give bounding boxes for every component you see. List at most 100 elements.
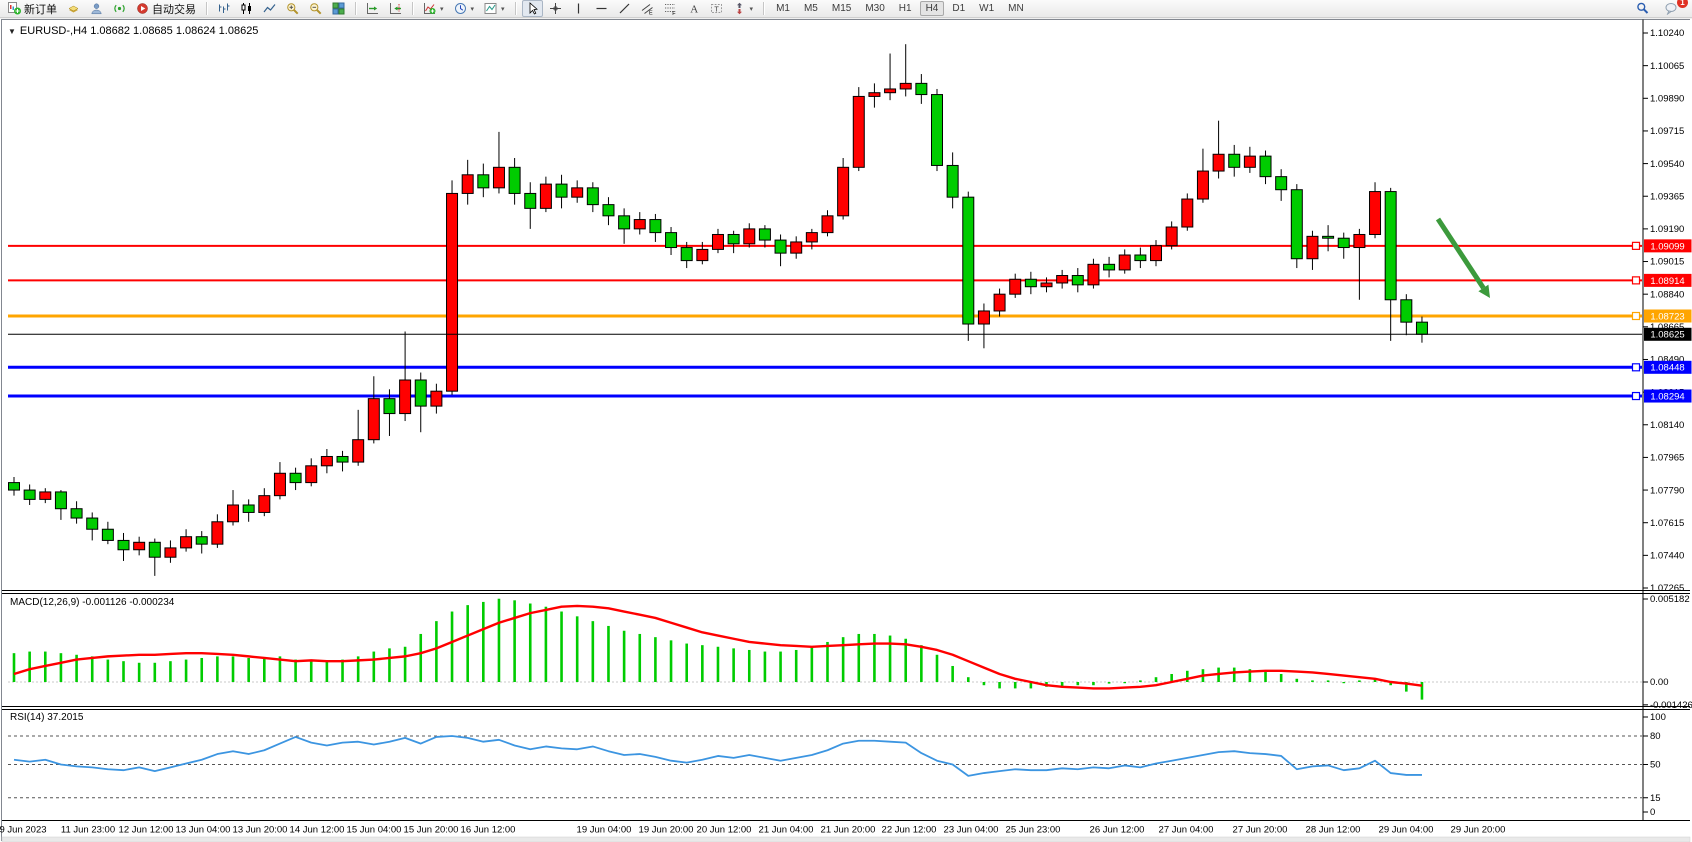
symbol-dropdown-icon[interactable]: ▼ [8,26,16,36]
macd-histogram-bar [763,651,767,682]
svg-text:29 Jun 20:00: 29 Jun 20:00 [1451,825,1506,836]
trendline-icon [619,3,629,14]
resistance-line-2-handle[interactable] [1631,276,1641,285]
macd-histogram-bar [278,656,282,682]
candle-body [23,489,36,500]
horizontal-scrollbar[interactable] [1,836,1691,842]
support-line-2-handle[interactable] [1631,391,1641,401]
candle-body [680,247,693,262]
templates-button[interactable]: ▾ [480,0,509,17]
macd-histogram-bar [12,653,16,682]
channel-button[interactable]: E [637,0,658,17]
macd-histogram-bar [935,654,939,682]
svg-text:16 Jun 12:00: 16 Jun 12:00 [461,825,516,836]
candle-body [133,541,146,551]
svg-text:13 Jun 04:00: 13 Jun 04:00 [176,825,231,836]
tile-windows-button[interactable] [328,0,349,17]
auto-scroll-button[interactable] [362,0,383,17]
candlestick-button[interactable] [236,0,257,17]
zoom-in-button[interactable] [282,0,303,17]
timeframe-h4-button[interactable]: H4 [919,1,945,16]
resistance-line-2-price-badge: 1.08914 [1644,273,1692,287]
svg-text:1.07265: 1.07265 [1650,583,1684,594]
periods-button[interactable]: ▾ [450,0,479,17]
macd-histogram-bar [966,677,970,682]
autotrading-icon [137,3,148,14]
candle-body [320,455,333,467]
timeframe-d1-button[interactable]: D1 [952,3,966,14]
svg-text:A: A [690,4,698,16]
trendline-button[interactable] [614,0,635,17]
timeframe-mn-button[interactable]: MN [1008,3,1024,14]
timeframe-m5-button[interactable]: M5 [803,3,818,14]
signals-button[interactable] [109,0,130,17]
svg-text:0.005182: 0.005182 [1650,594,1690,605]
macd-histogram-bar [247,657,250,682]
new-order-button[interactable]: 新订单 [4,0,61,19]
svg-text:15 Jun 20:00: 15 Jun 20:00 [404,825,459,836]
zoom-out-button[interactable] [305,0,326,17]
candle-body [1071,275,1084,286]
candle-body [148,541,161,558]
svg-text:11 Jun 23:00: 11 Jun 23:00 [61,825,115,836]
notifications-button[interactable]: 1 [1661,0,1688,17]
candle-body [1150,245,1163,262]
candle-body [180,536,193,549]
macd-histogram-bar [1170,673,1173,682]
text-button[interactable]: A [683,0,704,17]
indicators-button[interactable]: ▾ [419,0,448,17]
macd-histogram-bar [826,641,829,682]
crosshair-button[interactable] [545,0,566,17]
channel-icon: E [641,4,653,16]
macd-histogram-bar [435,621,438,682]
svg-text:1.08840: 1.08840 [1650,289,1684,300]
timeframe-m1-button[interactable]: M1 [776,3,790,14]
candle-body [805,232,818,243]
support-line-1-handle[interactable] [1631,363,1641,372]
svg-text:E: E [649,11,653,16]
candle-body [930,94,943,166]
label-button[interactable]: T [706,0,727,17]
macd-histogram-bar [1060,682,1064,687]
pivot-line-handle[interactable] [1631,311,1641,321]
time-axis[interactable]: 9 Jun 2023 11 Jun 23:00 12 Jun 12:00 13 Jun… [0,825,1505,836]
fibonacci-button[interactable]: F [660,0,681,17]
candle-body [915,82,928,96]
svg-text:1.09190: 1.09190 [1650,224,1684,235]
crosshair-icon [549,3,561,14]
svg-text:1.07965: 1.07965 [1650,453,1684,464]
svg-text:100: 100 [1650,712,1666,723]
timeframe-w1-button[interactable]: W1 [979,3,995,14]
cursor-button[interactable] [521,0,543,17]
candle-body [1056,275,1069,284]
candle-body [1165,226,1178,247]
resistance-line-1-handle[interactable] [1631,241,1641,250]
macd-histogram-bar [732,648,735,682]
chart-canvas: 1.10240 1.10065 1.09890 1.09715 1.09540 1.093… [0,19,1692,842]
candle-body [195,536,208,545]
candle-body [665,232,678,249]
arrows-button[interactable]: ▾ [729,0,758,17]
dropdown-arrow-icon: ▾ [470,5,475,13]
indicators-icon [424,3,436,14]
macd-histogram-bar [294,659,297,682]
bar-chart-button[interactable] [213,0,234,17]
price-axis[interactable]: 1.10240 1.10065 1.09890 1.09715 1.09540 1.093… [1643,28,1692,818]
candle-body [492,166,505,189]
autotrading-button[interactable]: 自动交易 [132,0,200,19]
profile-button[interactable] [86,0,107,17]
line-chart-button[interactable] [259,0,280,17]
timeframe-m30-button[interactable]: M30 [865,3,885,14]
trend-arrow-annotation[interactable] [1435,217,1490,298]
horizontal-line-button[interactable] [591,0,612,17]
candle-body [227,504,240,523]
metaeditor-button[interactable] [63,0,84,17]
chart-shift-button[interactable] [385,0,406,17]
timeframe-h1-button[interactable]: H1 [898,3,912,14]
vertical-line-button[interactable] [568,0,589,17]
candle-body [586,187,599,206]
svg-text:1.07615: 1.07615 [1650,518,1684,529]
svg-text:1.10065: 1.10065 [1650,61,1684,72]
search-button[interactable] [1632,0,1653,17]
timeframe-m15-button[interactable]: M15 [831,3,852,14]
